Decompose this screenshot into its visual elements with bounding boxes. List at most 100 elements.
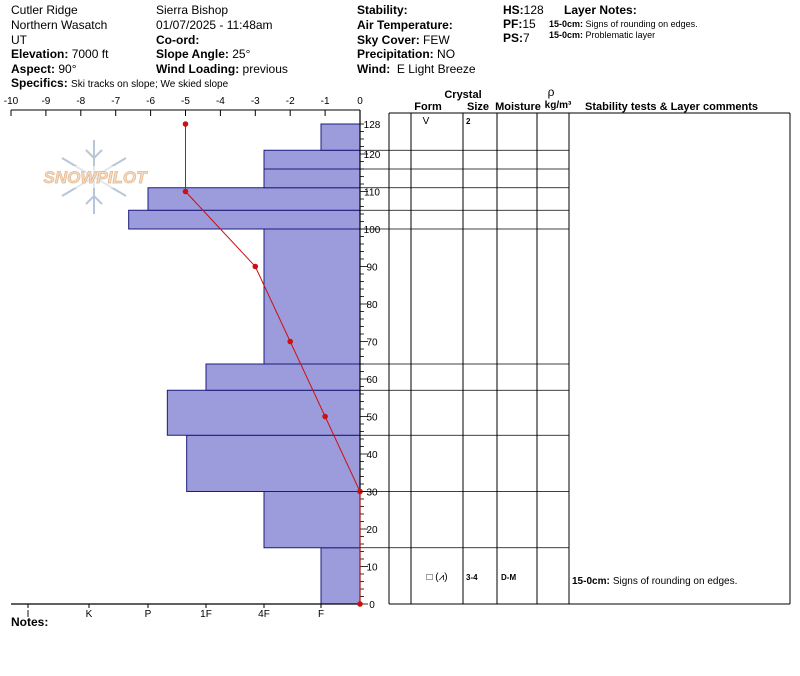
pf-value: 15: [522, 17, 536, 31]
temperature-point: [182, 121, 189, 127]
size-header: Size: [467, 101, 489, 113]
hardness-bar: [147, 187, 361, 211]
moisture-header: Moisture: [495, 101, 541, 113]
watermark-backdrop: [36, 166, 154, 188]
temperature-tick-label: -8: [76, 96, 85, 107]
depth-tick-label: 20: [366, 525, 378, 536]
precipitation-value: NO: [437, 47, 456, 61]
layer-note-range: 15-0cm:: [549, 30, 584, 40]
hardness-bar: [263, 491, 361, 549]
temperature-tick-label: -1: [321, 96, 330, 107]
temperature-point: [287, 338, 294, 345]
temperature-point: [357, 601, 363, 607]
depth-tick-label: 80: [366, 300, 378, 311]
hardness-bars: [128, 123, 361, 605]
form-header: Form: [414, 101, 442, 113]
wind-loading-field: Wind Loading: previous: [156, 62, 288, 76]
temperature-tick-label: -6: [146, 96, 155, 107]
ps-label: PS:: [503, 31, 524, 45]
depth-tick-label: 70: [366, 338, 378, 349]
observation-datetime: 01/07/2025 - 11:48am: [156, 18, 273, 32]
temperature-point: [252, 263, 259, 270]
hardness-bar: [205, 363, 361, 391]
watermark-text: SNOWPILOT: [44, 168, 149, 187]
hs-value: 128: [523, 3, 544, 17]
pf-field: PF:15: [503, 17, 536, 31]
temperature-point: [182, 188, 189, 195]
hardness-bar: [320, 547, 361, 605]
ps-field: PS:7: [503, 31, 530, 45]
hardness-tick-label: 4F: [258, 609, 270, 620]
notes-label: Notes:: [11, 615, 49, 629]
hardness-bar: [263, 228, 361, 365]
rho-header: ρ: [548, 85, 555, 99]
depth-tick-label: 10: [366, 563, 378, 574]
bottom-moisture: D-M: [501, 573, 516, 582]
elevation-field: Elevation: 7000 ft: [11, 47, 108, 61]
hardness-bar: [186, 434, 361, 492]
depth-tick-label: 110: [364, 188, 380, 199]
aspect-label: Aspect:: [11, 62, 56, 76]
hs-field: HS:128: [503, 3, 544, 17]
wind-loading-value: previous: [242, 62, 288, 76]
comments-header: Stability tests & Layer comments: [585, 101, 758, 113]
sky-cover-field: Sky Cover: FEW: [357, 33, 450, 47]
slope-angle-field: Slope Angle: 25°: [156, 47, 250, 61]
elevation-label: Elevation:: [11, 47, 69, 61]
depth-tick-label: 100: [364, 225, 381, 236]
sky-cover-label: Sky Cover:: [357, 33, 420, 47]
top-grain-form: V: [423, 116, 430, 127]
hardness-bar: [320, 123, 361, 151]
hardness-ticks: I K P 1F 4F F: [27, 604, 324, 620]
layer-note: 15-0cm: Problematic layer: [549, 30, 655, 41]
layer-table: [360, 112, 791, 605]
specifics-field: Specifics: Ski tracks on slope; We skied…: [11, 76, 228, 91]
slope-angle-label: Slope Angle:: [156, 47, 229, 61]
layer-note-range: 15-0cm:: [549, 19, 584, 29]
hardness-tick-label: P: [145, 609, 152, 620]
aspect-value: 90°: [58, 62, 77, 76]
temperature-ticks: -10 -9 -8 -7 -6 -5 -4 -3 -2 -1 0: [4, 96, 363, 116]
temperature-tick-label: -9: [41, 96, 50, 107]
crystal-header: Crystal: [444, 89, 481, 101]
wind-value: E Light Breeze: [396, 62, 476, 76]
region-name: Northern Wasatch: [11, 18, 108, 32]
temperature-tick-label: -7: [111, 96, 120, 107]
layer-notes-label: Layer Notes:: [564, 3, 637, 17]
layer-note-text: Signs of rounding on edges.: [585, 19, 698, 29]
location-name: Cutler Ridge: [11, 3, 78, 17]
hs-label: HS:: [503, 3, 524, 17]
temperature-tick-label: -3: [251, 96, 260, 107]
hardness-bar: [128, 209, 361, 230]
depth-tick-label: 50: [366, 413, 378, 424]
wind-loading-label: Wind Loading:: [156, 62, 240, 76]
depth-tick-label: 40: [366, 450, 378, 461]
bottom-layer-comment: 15-0cm: Signs of rounding on edges.: [572, 576, 737, 587]
depth-tick-label: 90: [366, 263, 378, 274]
temperature-point: [322, 413, 328, 420]
layer-note: 15-0cm: Signs of rounding on edges.: [549, 19, 698, 30]
snowpilot-watermark: SNOWPILOT: [36, 140, 154, 214]
temperature-tick-label: -2: [286, 96, 295, 107]
depth-ticks: 0 10 20 30 40 50 60 70 80 90 100 110 120 128: [360, 120, 381, 611]
stability-label: Stability:: [357, 3, 408, 17]
sky-cover-value: FEW: [423, 33, 450, 47]
depth-tick-label: 0: [369, 600, 375, 611]
slope-angle-value: 25°: [232, 47, 251, 61]
ps-value: 7: [523, 31, 530, 45]
observer-name: Sierra Bishop: [156, 3, 229, 17]
layer-note-text: Problematic layer: [585, 30, 656, 40]
wind-label: Wind:: [357, 62, 391, 76]
hardness-tick-label: 1F: [200, 609, 212, 620]
temperature-tick-label: -10: [4, 96, 19, 107]
temperature-tick-label: 0: [357, 96, 363, 107]
layer-boundaries: [360, 149, 569, 549]
bottom-grain-size: 3-4: [466, 573, 478, 582]
temperature-tick-label: -4: [216, 96, 225, 107]
bottom-grain-form: □ (⩘): [426, 572, 447, 583]
coord-label: Co-ord:: [156, 33, 200, 47]
top-grain-size: 2: [466, 117, 471, 126]
bottom-comment-text: Signs of rounding on edges.: [613, 576, 738, 587]
wind-field: Wind: E Light Breeze: [357, 62, 476, 76]
